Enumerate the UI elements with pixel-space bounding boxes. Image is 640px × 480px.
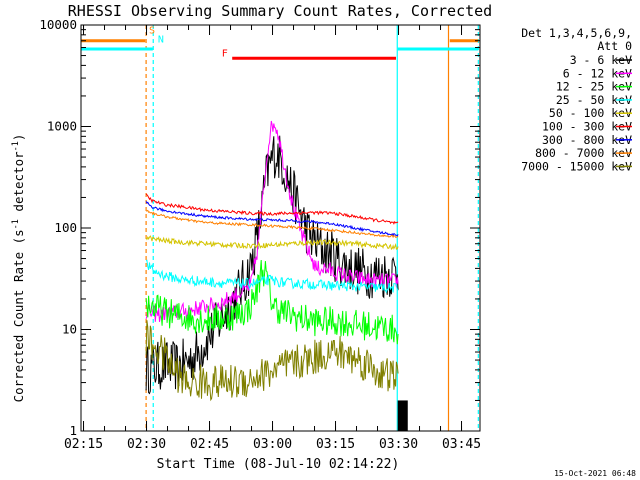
series-line-8 (145, 209, 399, 239)
series-line-1 (145, 135, 399, 395)
legend-entries: 3 - 6 keV 6 - 12 keV 12 - 25 keV 25 - 50… (521, 53, 632, 173)
axis-layer: 1 10 100 1000 10000 02:15 02:30 02:45 03:00 03:15… (39, 17, 481, 452)
y-tick-label-5: 10000 (39, 17, 77, 32)
legend-header-2: Att 0 (597, 39, 632, 53)
y-tick-label-2: 10 (62, 322, 77, 337)
x-axis-label: Start Time (08-Jul-10 02:14:22) (157, 457, 400, 472)
series-layer (145, 120, 399, 402)
legend-label-8: 800 - 7000 keV (535, 146, 632, 160)
x-tick-label-1: 02:15 (64, 437, 103, 452)
marker-layer: SN F (149, 26, 228, 60)
generated-timestamp: 15-Oct-2021 06:48 (554, 469, 636, 478)
y-axis-label-mid: detector (11, 151, 26, 219)
x-tick-label-6: 03:30 (379, 437, 418, 452)
series-line-9 (145, 320, 399, 402)
y-tick-label-1: 1 (69, 423, 77, 438)
y-axis-label-main: Corrected Count Rate (s (11, 229, 26, 402)
legend-label-7: 300 - 800 keV (542, 133, 632, 147)
marker-label-1: S (149, 26, 155, 37)
x-tick-label-5: 03:15 (316, 437, 355, 452)
y-axis-label-sup2: -1 (11, 141, 21, 151)
x-tick-label-7: 03:45 (442, 437, 481, 452)
legend-label-6: 100 - 300 keV (542, 120, 632, 134)
series-line-5 (145, 235, 399, 250)
annotation-dropout (397, 400, 408, 431)
y-tick-label-4: 1000 (47, 119, 77, 134)
annotation-layer (81, 25, 479, 431)
y-axis-label-end: ) (11, 134, 26, 142)
series-line-4 (145, 259, 399, 294)
y-axis-label: Corrected Count Rate (s-1 detector-1) (11, 134, 26, 403)
legend-header-1: Det 1,3,4,5,6,9, (521, 26, 632, 40)
series-line-3 (145, 259, 399, 345)
x-tick-label-3: 02:45 (190, 437, 229, 452)
legend-label-3: 12 - 25 keV (556, 80, 632, 94)
series-line-7 (145, 201, 399, 237)
series-line-6 (145, 193, 399, 225)
x-tick-label-2: 02:30 (127, 437, 166, 452)
legend-label-9: 7000 - 15000 keV (521, 159, 632, 173)
svg-text:Corrected Count Rate (s-1 dete: Corrected Count Rate (s-1 detector-1) (11, 134, 26, 403)
series-line-2 (145, 120, 399, 322)
marker-label-2: N (158, 35, 164, 46)
plot-frame (80, 24, 481, 432)
y-tick-label-3: 100 (54, 220, 77, 235)
legend: Det 1,3,4,5,6,9, Att 0 3 - 6 keV 6 - 12 … (521, 26, 632, 173)
chart-title: RHESSI Observing Summary Count Rates, Co… (68, 2, 492, 20)
legend-label-1: 3 - 6 keV (570, 53, 632, 67)
x-tick-label-4: 03:00 (253, 437, 292, 452)
y-axis-label-sup1: -1 (11, 219, 21, 229)
legend-label-2: 6 - 12 keV (563, 66, 632, 80)
legend-label-4: 25 - 50 keV (556, 93, 632, 107)
marker-label-3: F (222, 48, 228, 59)
legend-label-5: 50 - 100 keV (549, 106, 632, 120)
